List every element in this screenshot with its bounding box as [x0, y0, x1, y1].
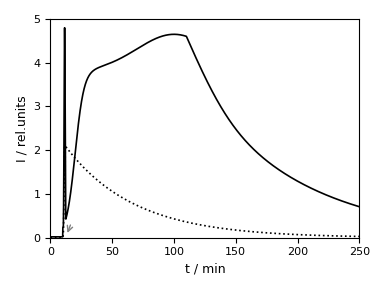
- X-axis label: t / min: t / min: [185, 263, 225, 276]
- Y-axis label: I / rel.units: I / rel.units: [15, 95, 28, 162]
